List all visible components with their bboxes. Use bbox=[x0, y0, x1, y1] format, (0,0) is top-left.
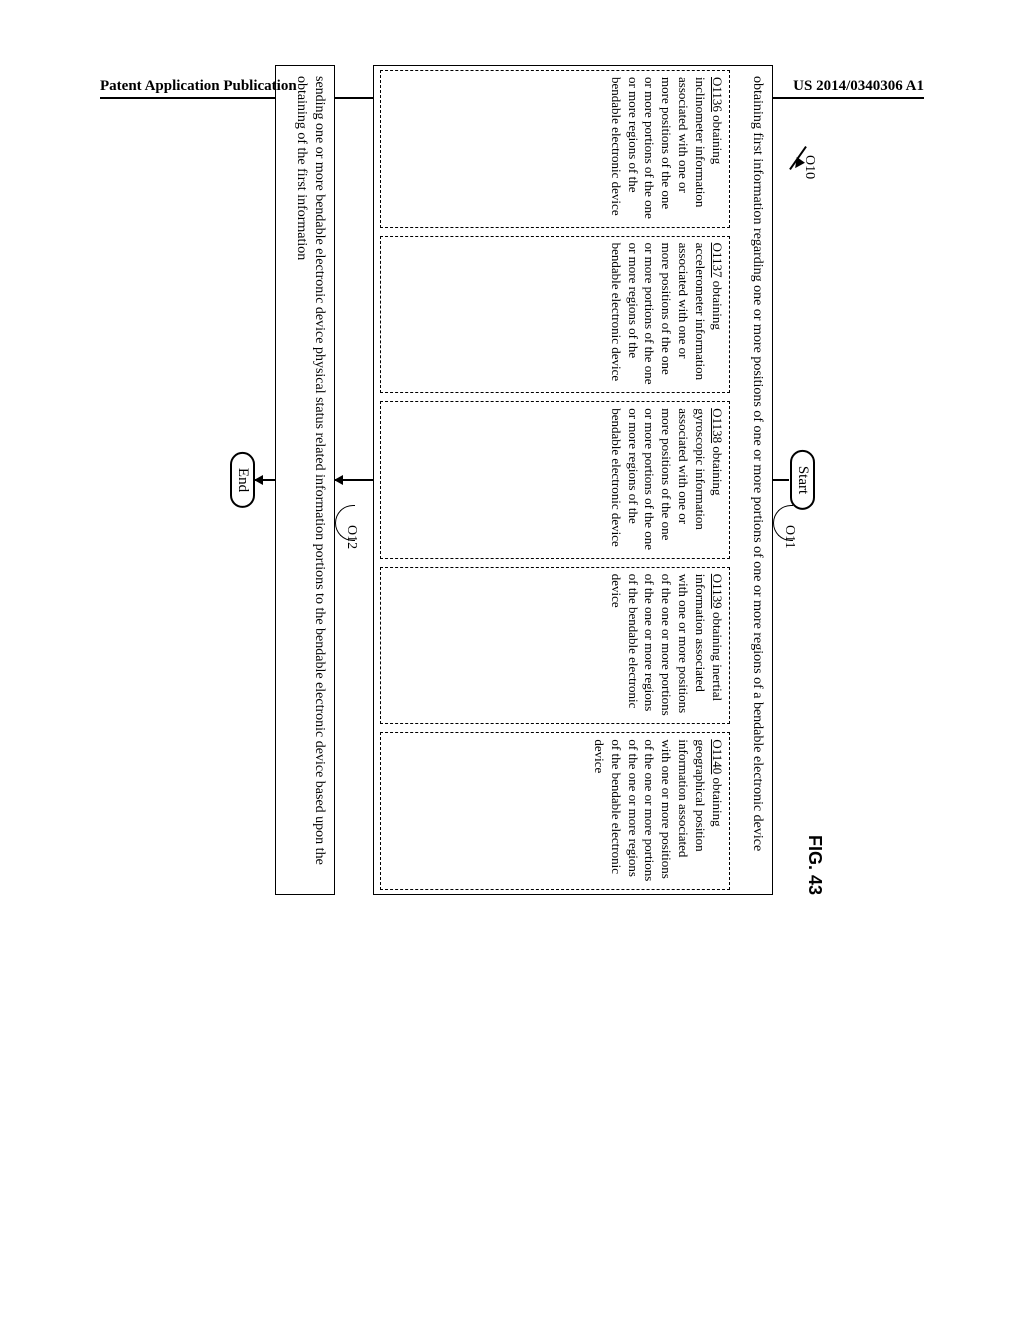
connector-o11-o12 bbox=[335, 479, 373, 481]
callout-o10: O10 bbox=[801, 155, 817, 179]
sub-ref: O1138 bbox=[710, 408, 725, 443]
step-box-o11: obtaining first information regarding on… bbox=[373, 65, 773, 895]
sub-text: obtaining inclinometer information assoc… bbox=[609, 77, 725, 219]
connector-o12-end bbox=[255, 479, 275, 481]
step-o12-text: sending one or more bendable electronic … bbox=[293, 76, 328, 884]
sub-box-o1136: O1136 obtaining inclinometer information… bbox=[380, 70, 730, 228]
sub-box-o1139: O1139 obtaining inertial information ass… bbox=[380, 567, 730, 725]
terminal-start: Start bbox=[790, 450, 815, 510]
sub-text: obtaining geographical position informat… bbox=[592, 739, 725, 881]
flowchart-container: FIG. 43 O10 Start O11 obtaining first in… bbox=[175, 115, 855, 845]
sub-text: obtaining gyroscopic information associa… bbox=[609, 408, 725, 550]
header-right: US 2014/0340306 A1 bbox=[793, 78, 924, 95]
step-o11-text: obtaining first information regarding on… bbox=[749, 76, 767, 884]
sub-box-o1137: O1137 obtaining accelerometer informatio… bbox=[380, 236, 730, 394]
sub-ref: O1139 bbox=[710, 574, 725, 609]
step-box-o12: sending one or more bendable electronic … bbox=[275, 65, 335, 895]
sub-box-row: O1136 obtaining inclinometer information… bbox=[380, 70, 730, 890]
figure-label: FIG. 43 bbox=[804, 835, 825, 895]
callout-arrow-o10 bbox=[807, 125, 809, 159]
callout-o11: O11 bbox=[781, 525, 797, 549]
sub-text: obtaining inertial information associate… bbox=[609, 574, 725, 716]
sub-ref: O1140 bbox=[710, 739, 725, 774]
sub-ref: O1137 bbox=[710, 243, 725, 278]
sub-ref: O1136 bbox=[710, 77, 725, 112]
sub-box-o1138: O1138 obtaining gyroscopic information a… bbox=[380, 401, 730, 559]
connector-start-o11 bbox=[773, 479, 789, 481]
sub-text: obtaining accelerometer information asso… bbox=[609, 243, 725, 385]
header-left: Patent Application Publication bbox=[100, 78, 297, 95]
sub-box-o1140: O1140 obtaining geographical position in… bbox=[380, 732, 730, 890]
terminal-end: End bbox=[230, 452, 255, 508]
callout-o12: O12 bbox=[343, 525, 359, 549]
